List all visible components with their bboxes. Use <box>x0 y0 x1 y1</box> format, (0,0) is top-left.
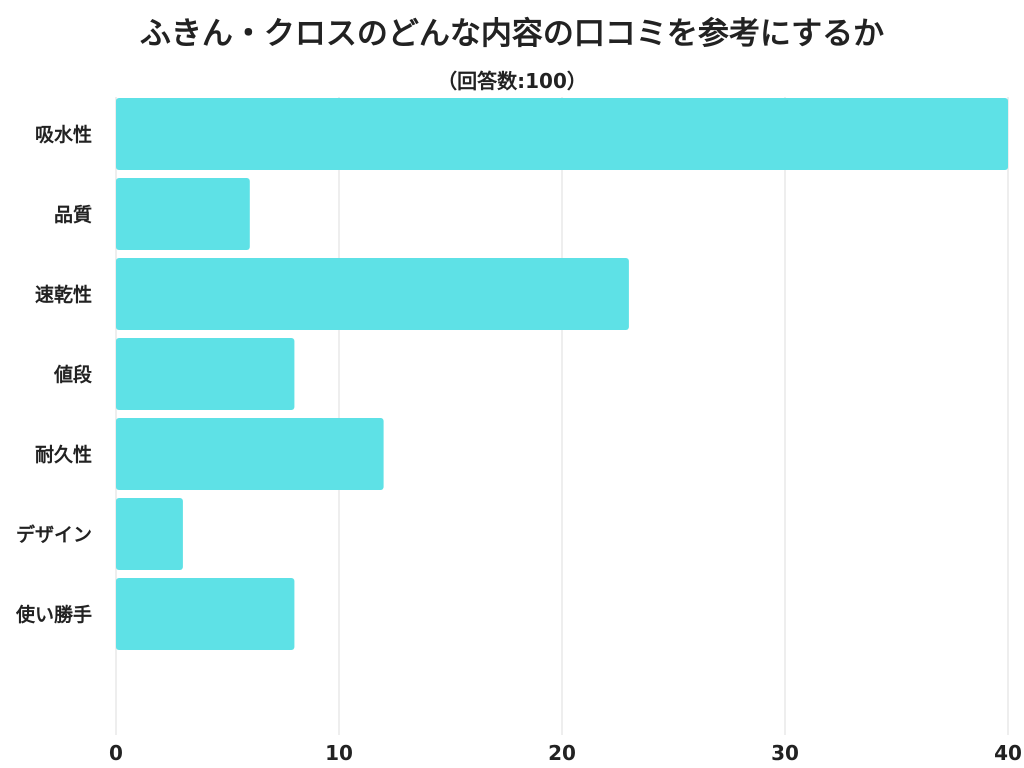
category-label: 耐久性 <box>35 443 92 466</box>
bar-7 <box>116 578 295 650</box>
bar-6 <box>116 498 183 570</box>
category-label: 吸水性 <box>35 123 92 146</box>
category-label: デザイン <box>16 523 92 546</box>
x-axis-ticks: 0 10 20 30 40 <box>109 741 1022 765</box>
bars <box>116 98 1008 650</box>
chart-subtitle: （回答数:100） <box>437 69 587 93</box>
chart-title: ふきん・クロスのどんな内容の口コミを参考にするか <box>140 16 884 52</box>
bar-5 <box>116 418 384 490</box>
category-label: 使い勝手 <box>15 603 92 626</box>
bar-4 <box>116 338 295 410</box>
bar-1 <box>116 98 1008 170</box>
bar-2 <box>116 178 250 250</box>
category-label: 品質 <box>54 203 92 226</box>
category-label: 値段 <box>53 363 93 386</box>
category-label: 速乾性 <box>35 283 92 306</box>
bar-3 <box>116 258 629 330</box>
x-tick-label: 0 <box>109 741 123 765</box>
x-tick-label: 30 <box>771 741 799 765</box>
x-tick-label: 40 <box>994 741 1022 765</box>
x-tick-label: 20 <box>548 741 576 765</box>
x-tick-label: 10 <box>325 741 353 765</box>
